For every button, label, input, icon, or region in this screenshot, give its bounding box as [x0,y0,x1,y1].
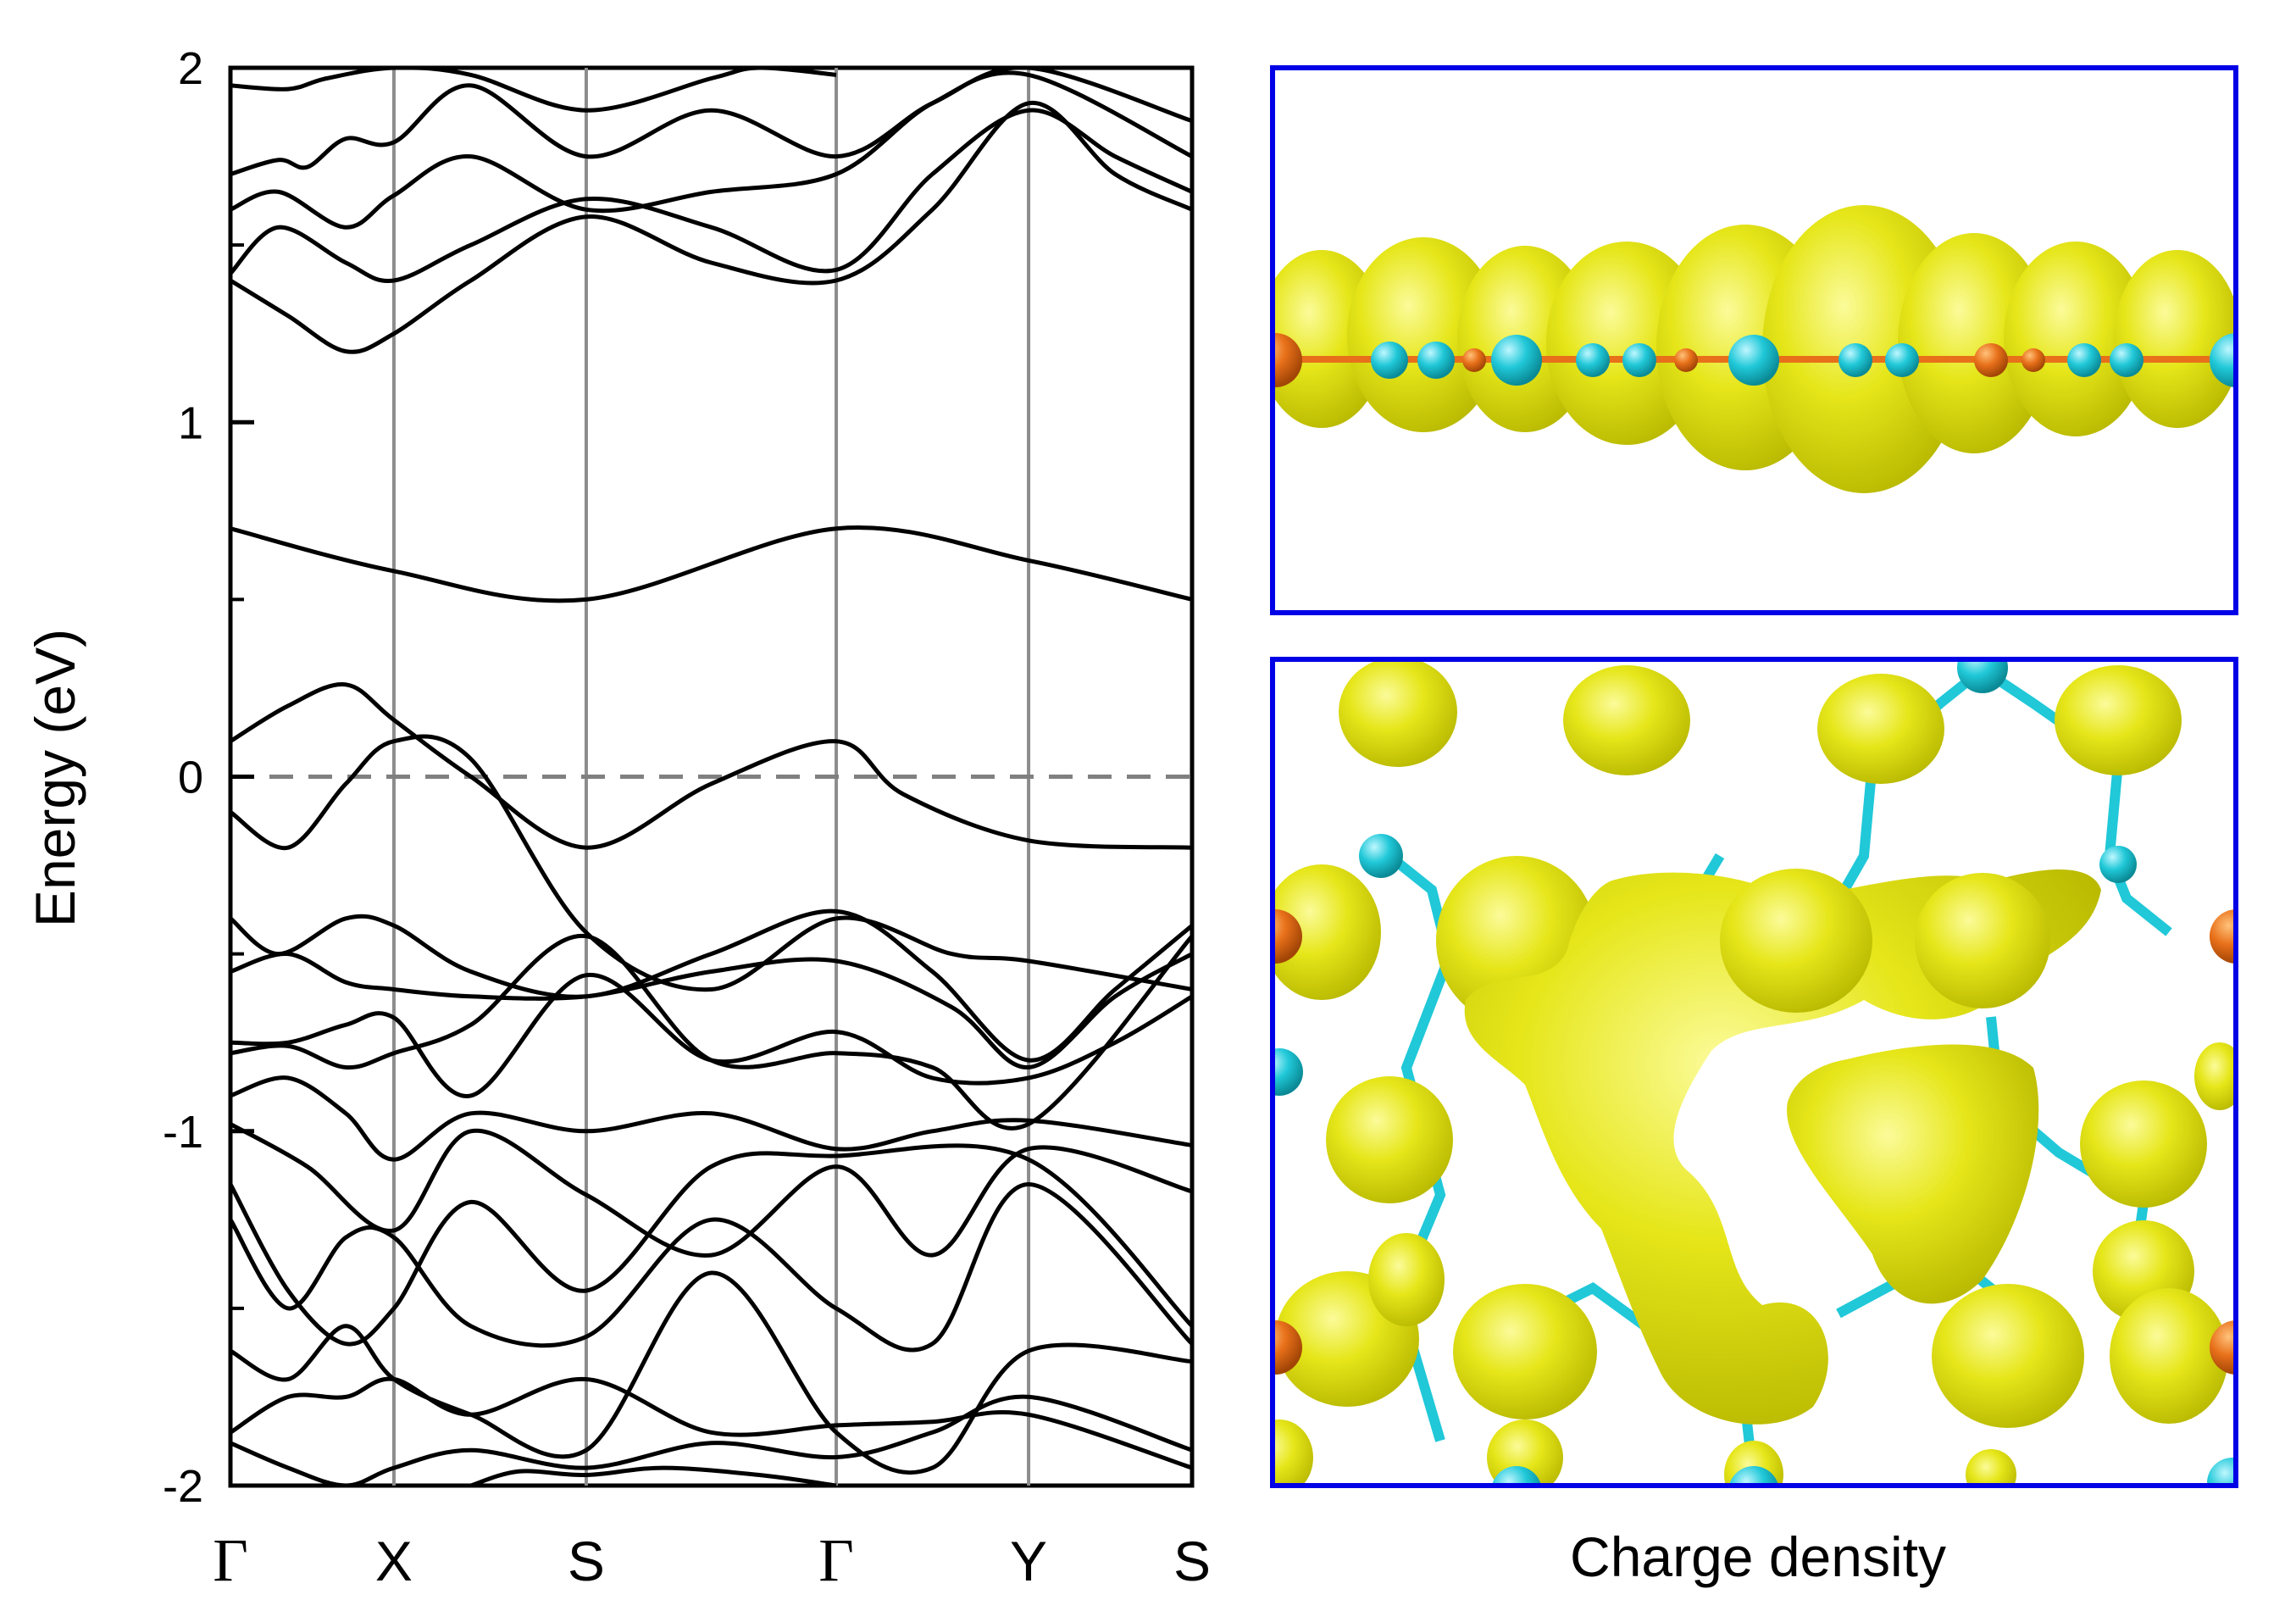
charge-density-top-view: Charge density [1270,657,2238,1588]
y-tick-label: 0 [178,753,203,803]
kpoint-label: X [375,1530,413,1592]
band-line [230,952,1192,1070]
band-line [230,682,1192,850]
charge-density-caption: Charge density [1570,1525,1946,1588]
band-line [230,1182,1192,1353]
kpoint-label: Y [1010,1530,1047,1592]
band-line [230,1394,1192,1486]
band-line [470,1465,837,1486]
kpoint-label: S [568,1530,605,1592]
charge-density-side-view [1270,65,2238,615]
kpoint-label: Γ [818,1526,854,1594]
band-line [230,1075,1192,1162]
side-view-frame [1270,65,2238,615]
band-line [230,68,837,113]
band-line [230,108,1192,284]
band-line [230,1143,1192,1347]
side-view-image [1273,205,2236,493]
y-axis-title: Energy (eV) [24,629,86,927]
y-tick-label: -2 [163,1461,203,1512]
band-line [230,1376,1192,1470]
band-line [230,68,1192,176]
kpoint-label: Γ [213,1526,248,1594]
y-tick-label: 2 [178,43,203,94]
band-line [230,525,1192,603]
band-line [230,973,1192,1098]
band-line [230,908,1192,1063]
band-structure-chart: 2 1 0 -1 -2 Γ X S Γ Y S Energy (eV) [24,43,1211,1594]
band-line [230,934,1192,1131]
y-axis-ticks: 2 1 0 -1 -2 [163,43,254,1512]
y-tick-label: 1 [178,397,203,448]
band-line [230,101,1192,354]
band-line [230,734,1192,992]
kpoint-label: S [1173,1530,1211,1592]
band-series [230,68,1192,1486]
y-tick-label: -1 [163,1107,203,1158]
top-view-image [1273,659,2236,1486]
top-view-frame [1270,657,2238,1488]
